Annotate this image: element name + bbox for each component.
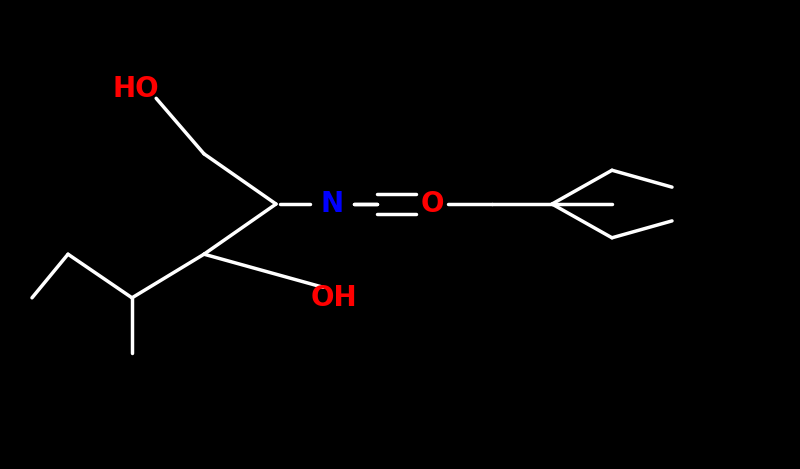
Text: N: N [321,190,343,218]
Text: OH: OH [311,284,358,312]
Text: HO: HO [113,75,159,103]
Text: O: O [420,190,444,218]
